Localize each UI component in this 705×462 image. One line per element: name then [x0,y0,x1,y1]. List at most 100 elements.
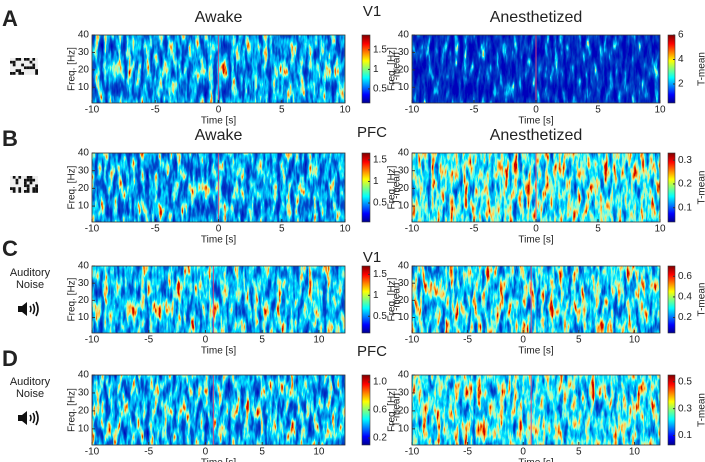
x-tick-label: -10 [85,335,100,346]
x-tick-label: -5 [463,447,472,458]
checker-cell [10,58,13,61]
stimulus-label: Noise [16,388,44,400]
checker-cell [29,69,33,72]
checker-cell [35,184,38,188]
x-tick-label: -5 [463,335,472,346]
checker-cell [35,181,38,185]
y-tick-label: 40 [78,261,90,272]
speaker-icon [18,301,39,317]
x-tick-label: 0 [520,335,526,346]
x-tick-label: 5 [279,105,285,116]
checker-cell [35,66,38,70]
checker-cell [32,60,36,64]
y-tick-label: 20 [398,183,410,194]
x-tick-label: -5 [151,224,160,235]
checker-cell [26,178,30,182]
checker-cell [32,69,36,72]
x-tick-label: -5 [144,335,153,346]
y-tick-label: 40 [78,370,90,381]
y-tick-label: 10 [78,201,90,212]
checker-cell [29,63,33,67]
area-label: V1 [363,3,381,20]
colorbar-tick-label: 1 [373,290,379,301]
checker-cell [21,63,24,67]
colorbar [667,374,676,446]
checker-cell [10,69,13,72]
colorbar-tick-label: 0.2 [678,179,692,190]
colorbar-tick-label: 0.5 [373,84,387,95]
checker-cell [32,176,36,179]
checker-cell [32,66,36,70]
checker-cell [29,184,33,188]
x-tick-label: -5 [151,105,160,116]
checker-cell [12,63,16,67]
y-tick-label: 30 [78,165,90,176]
plot-frame [91,374,346,446]
checker-cell [29,58,33,61]
colorbar-tick-label: 0.5 [373,198,387,209]
checker-cell [21,69,24,72]
y-tick-label: 40 [398,370,410,381]
y-tick-label: 20 [398,295,410,306]
colorbar-tick-label: 0.5 [678,376,692,387]
checker-cell [18,72,22,75]
checker-cell [29,60,33,64]
stimulus-label: Noise [16,279,44,291]
checker-cell [26,184,30,188]
checker-cell [35,190,38,193]
panel-letter: A [2,6,18,31]
y-tick-label: 30 [78,47,90,58]
colorbar-tick-label: 0.2 [373,433,387,444]
x-tick-label: 0 [216,224,222,235]
x-tick-label: 0 [533,224,539,235]
checker-cell [15,58,19,61]
checker-cell [10,63,13,67]
checker-cell [35,63,38,67]
checker-cell [18,69,22,72]
checker-cell [12,176,16,179]
checker-cell [15,60,19,64]
x-tick-label: 5 [259,335,265,346]
area-label: V1 [363,249,381,266]
colorbar [667,265,676,334]
checker-cell [24,63,27,67]
checker-cell [35,60,38,64]
x-tick-label: 5 [279,224,285,235]
checker-cell [21,184,24,188]
colorbar [361,265,371,334]
checker-cell [10,72,13,75]
x-tick-label: 5 [595,105,601,116]
checker-cell [26,181,30,185]
y-tick-label: 40 [398,30,410,41]
checker-cell [21,176,24,179]
plot-frame [91,265,346,334]
checker-cell [32,181,36,185]
checker-cell [29,176,33,179]
checker-cell [32,184,36,188]
checker-cell [24,60,27,64]
spectrogram [92,266,345,333]
x-tick-label: 10 [313,335,325,346]
checker-cell [21,178,24,182]
y-tick-label: 40 [398,261,410,272]
checker-cell [26,63,30,67]
y-tick-label: 30 [398,278,410,289]
checker-cell [10,178,13,182]
colorbar [667,34,676,104]
checker-cell [26,58,30,61]
checker-cell [18,178,22,182]
checker-cell [29,66,33,70]
y-axis-label: Freq. [Hz] [67,388,78,432]
checker-cell [24,66,27,70]
checker-cell [18,63,22,67]
checker-cell [32,63,36,67]
y-tick-label: 40 [78,148,90,159]
x-tick-label: -5 [144,447,153,458]
speaker-waves [29,410,39,426]
x-tick-label: 5 [576,447,582,458]
checker-cell [35,58,38,61]
checker-cell [18,60,22,64]
colorbar-tick-label: 4 [678,54,684,65]
checker-cell [32,190,36,193]
colorbar-tick-label: 0.3 [678,155,692,166]
